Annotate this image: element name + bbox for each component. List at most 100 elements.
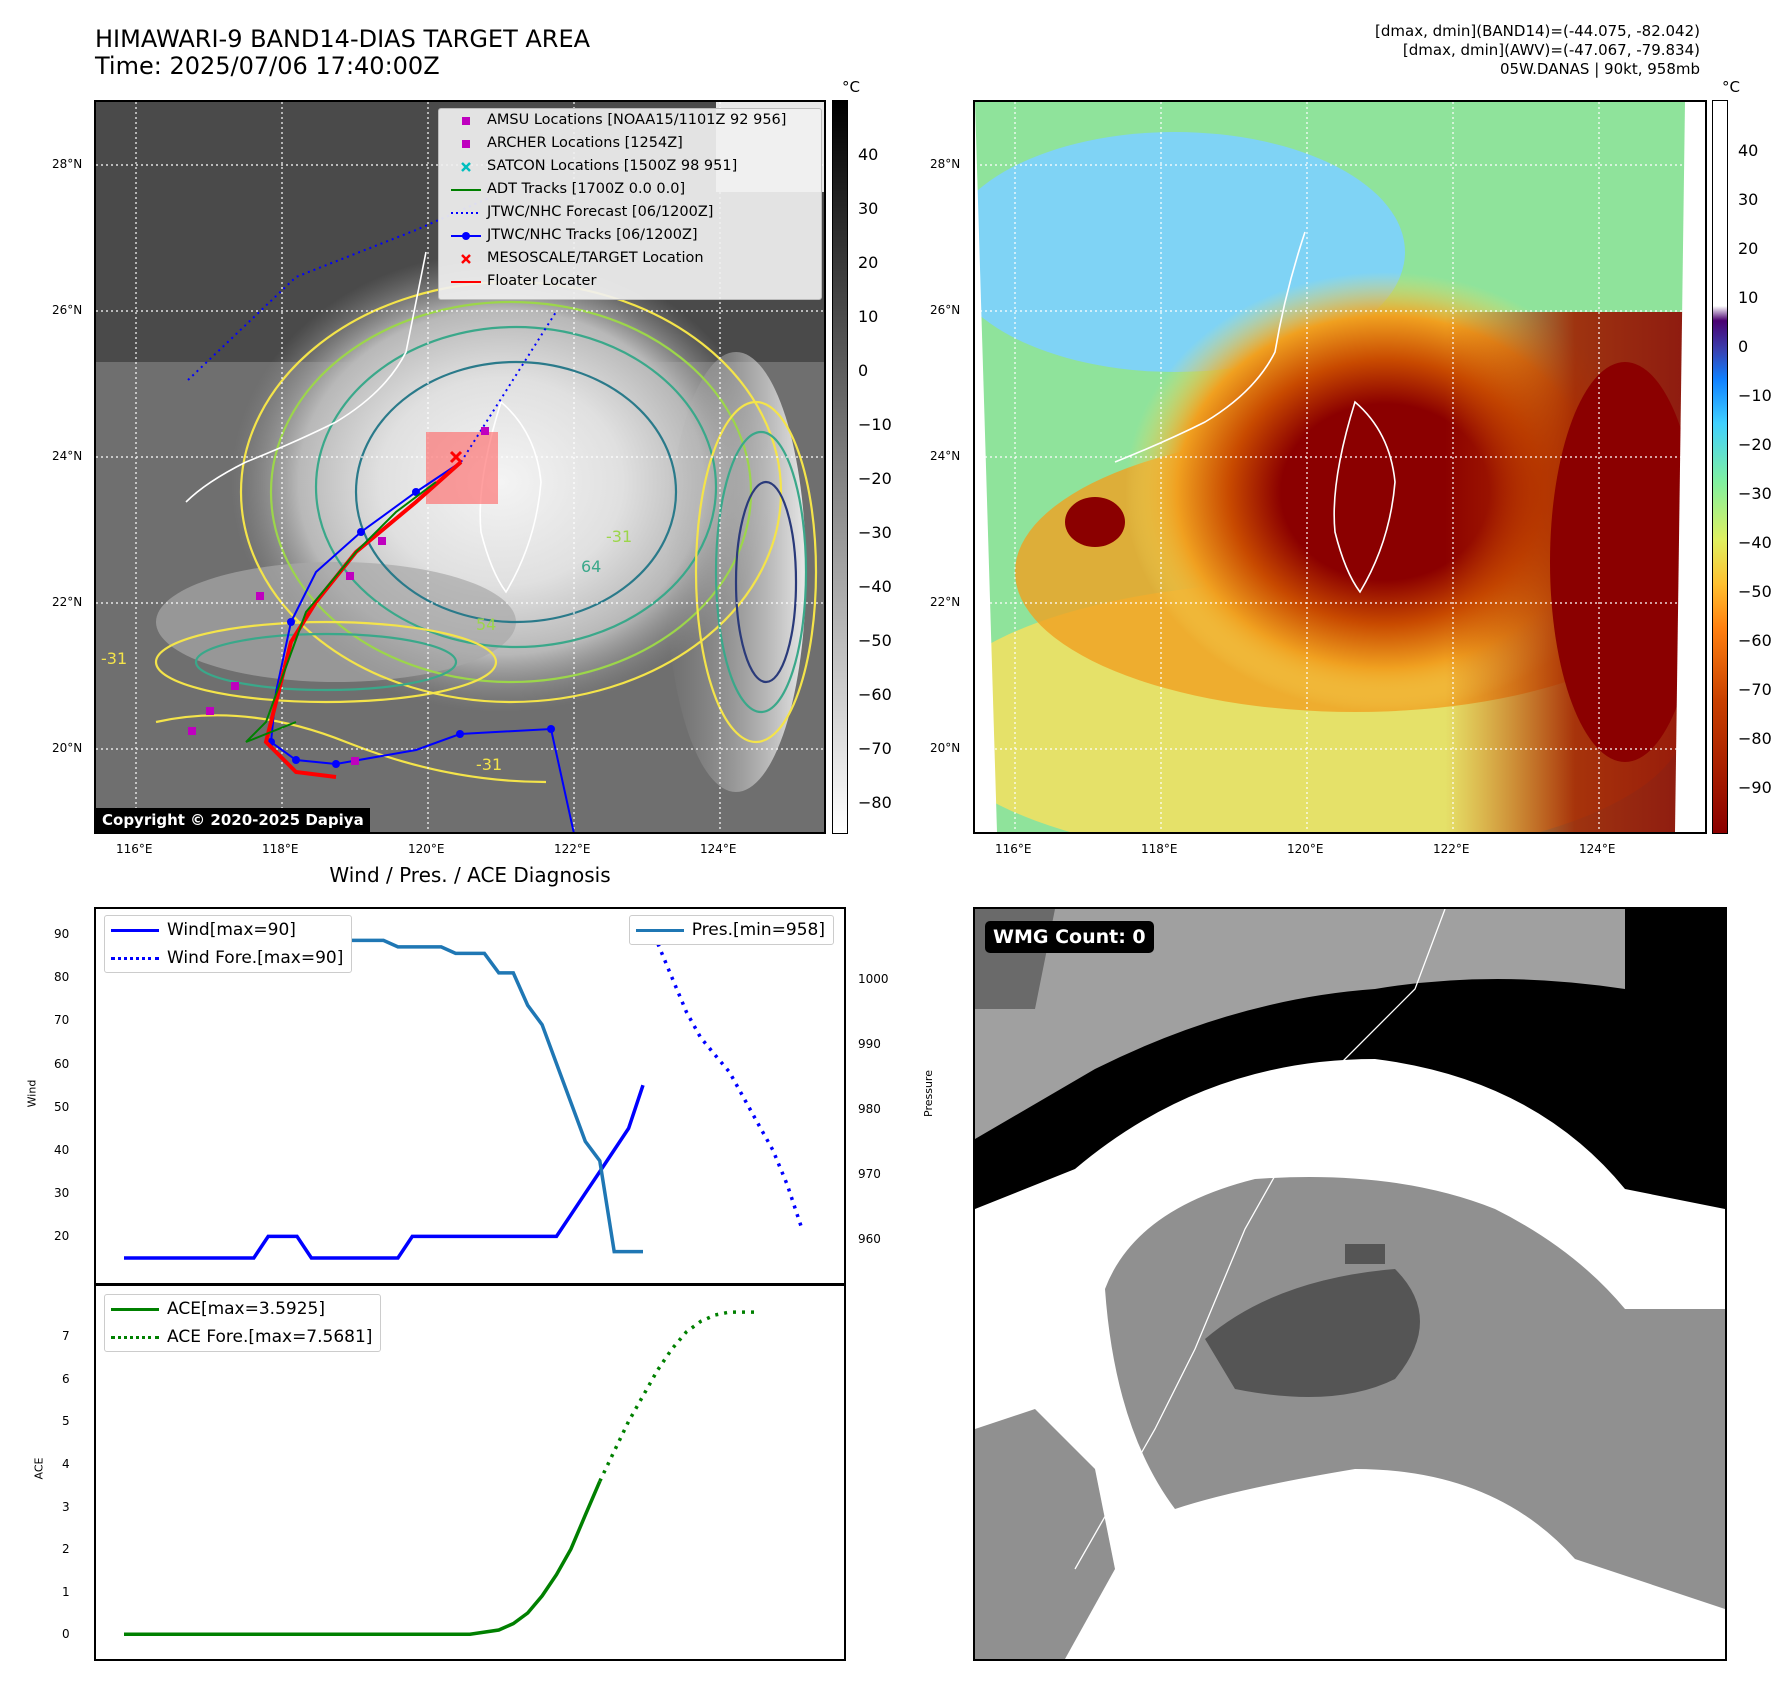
ace-tick-label: 5 [62, 1414, 70, 1429]
ir-cb-tick: 20 [858, 253, 879, 272]
awv-lon-124: 124°E [1579, 842, 1616, 856]
awv-map-graphic [975, 102, 1705, 832]
ir-cb-tick: 40 [858, 145, 879, 164]
awv-cb-tick: −20 [1738, 435, 1772, 454]
awv-map-panel [973, 100, 1707, 834]
ir-colorbar-unit: °C [842, 78, 860, 96]
legend-ace-fore: ACE Fore.[max=7.5681] [105, 1323, 380, 1351]
awv-cb-tick: −50 [1738, 582, 1772, 601]
pressure-tick-label: 990 [858, 1037, 881, 1052]
ir-lat-22: 22°N [52, 595, 83, 609]
wind-series-line [124, 1084, 645, 1260]
legend-row-adt: ADT Tracks [1700Z 0.0 0.0] [451, 181, 686, 197]
ace-chart: ACE[max=3.5925] ACE Fore.[max=7.5681] [94, 1284, 846, 1661]
copyright-label: Copyright © 2020-2025 Dapiya [96, 808, 370, 832]
legend-row-floater: Floater Locater [451, 273, 597, 289]
wmg-count-label: WMG Count: 0 [985, 921, 1154, 953]
awv-lat-20: 20°N [930, 741, 961, 755]
wind-tick-label: 30 [54, 1186, 70, 1201]
legend-wind: Wind[max=90] [105, 916, 351, 944]
ir-cb-tick: 0 [858, 361, 869, 380]
wind-axis-label: Wind [25, 1079, 39, 1108]
awv-cb-tick: −10 [1738, 386, 1772, 405]
awv-cb-tick: −80 [1738, 729, 1772, 748]
pressure-tick-label: 980 [858, 1101, 881, 1116]
wind-tick-label: 80 [54, 970, 70, 985]
figure-title: HIMAWARI-9 BAND14-DIAS TARGET AREA Time:… [95, 26, 590, 80]
awv-lon-118: 118°E [1141, 842, 1178, 856]
awv-lat-28: 28°N [930, 157, 961, 171]
ace-tick-label: 3 [62, 1499, 70, 1514]
title-line-1: HIMAWARI-9 BAND14-DIAS TARGET AREA [95, 25, 591, 53]
ir-cb-tick: −50 [858, 631, 892, 650]
legend-ace: ACE[max=3.5925] [105, 1295, 380, 1323]
stats-block: [dmax, dmin](BAND14)=(-44.075, -82.042) … [1375, 22, 1700, 79]
legend-row-amsu: AMSU Locations [NOAA15/1101Z 92 956] [439, 109, 821, 132]
pressure-series-line [124, 938, 643, 1254]
awv-china-coastline [1114, 231, 1306, 463]
wmg-coastline [1074, 909, 1446, 1570]
awv-lon-120: 120°E [1287, 842, 1324, 856]
ace-tick-label: 0 [62, 1627, 70, 1642]
awv-lat-24: 24°N [930, 449, 961, 463]
target-box [426, 432, 498, 504]
ace-series-line [598, 1310, 759, 1483]
wind-tick-label: 70 [54, 1013, 70, 1028]
floater-track [263, 460, 463, 779]
stats-band14: [dmax, dmin](BAND14)=(-44.075, -82.042) [1375, 22, 1700, 40]
adt-track [245, 481, 437, 743]
pressure-tick-label: 970 [858, 1166, 881, 1181]
ir-cb-tick: −40 [858, 577, 892, 596]
awv-cb-tick: −90 [1738, 778, 1772, 797]
ace-tick-label: 2 [62, 1542, 70, 1557]
ir-colorbar [832, 100, 848, 834]
wind-tick-label: 40 [54, 1143, 70, 1157]
stats-storm: 05W.DANAS | 90kt, 958mb [1499, 60, 1700, 78]
wind-legend: Wind[max=90] Wind Fore.[max=90] [104, 915, 353, 973]
awv-cb-tick: −70 [1738, 680, 1772, 699]
ir-map-panel: 64 54 -31 -31 -31 AMSU Locations [NOAA15… [94, 100, 826, 834]
legend-row-archer: ARCHER Locations [1254Z] [439, 132, 821, 155]
ir-lat-20: 20°N [52, 741, 83, 755]
awv-cb-tick: 0 [1738, 337, 1749, 356]
ir-lon-124: 124°E [700, 842, 737, 856]
pressure-tick-label: 1000 [858, 972, 889, 987]
ir-cb-tick: −70 [858, 739, 892, 758]
ir-lat-26: 26°N [52, 303, 83, 317]
ir-cb-tick: −20 [858, 469, 892, 488]
contour-label-31c: -31 [606, 527, 632, 546]
ir-cb-tick: −80 [858, 793, 892, 812]
stats-awv: [dmax, dmin](AWV)=(-47.067, -79.834) [1402, 41, 1700, 59]
china-coastline [185, 251, 427, 503]
awv-colorbar-unit: °C [1722, 78, 1740, 96]
ir-lon-120: 120°E [408, 842, 445, 856]
legend-row-jtwc-tracks: JTWC/NHC Tracks [06/1200Z] [439, 224, 821, 247]
ace-legend: ACE[max=3.5925] ACE Fore.[max=7.5681] [104, 1294, 382, 1352]
contour-label-64: 64 [581, 557, 601, 576]
pressure-tick-label: 960 [858, 1231, 881, 1246]
legend-wind-fore: Wind Fore.[max=90] [105, 944, 351, 972]
awv-cb-tick: 10 [1738, 288, 1759, 307]
awv-lat-26: 26°N [930, 303, 961, 317]
ir-cb-tick: −10 [858, 415, 892, 434]
awv-cb-tick: 20 [1738, 239, 1759, 258]
ir-lat-24: 24°N [52, 449, 83, 463]
contour-label-31a: -31 [101, 649, 127, 668]
awv-lon-116: 116°E [995, 842, 1032, 856]
awv-gridlines [975, 102, 1705, 832]
wmg-panel [973, 907, 1727, 1661]
wind-tick-label: 20 [54, 1229, 70, 1244]
wind-tick-label: 60 [54, 1056, 70, 1071]
ir-lon-116: 116°E [116, 842, 153, 856]
awv-cb-tick: −40 [1738, 533, 1772, 552]
wind-tick-label: 90 [54, 926, 70, 941]
pressure-legend: Pres.[min=958] [628, 915, 834, 945]
diagnosis-title: Wind / Pres. / ACE Diagnosis [329, 863, 611, 887]
wind-series-line [642, 932, 804, 1229]
legend-row-satcon: SATCON Locations [1500Z 98 951] [439, 155, 821, 178]
title-line-2: Time: 2025/07/06 17:40:00Z [95, 52, 440, 80]
ir-lon-118: 118°E [262, 842, 299, 856]
awv-cb-tick: 40 [1738, 141, 1759, 160]
ace-tick-label: 1 [62, 1584, 70, 1599]
awv-colorbar [1712, 100, 1728, 834]
